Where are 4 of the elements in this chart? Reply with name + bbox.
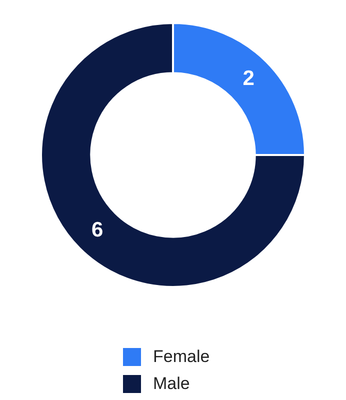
- legend-label: Female: [153, 346, 210, 366]
- data-label: 2: [242, 67, 254, 90]
- legend-label: Male: [153, 374, 190, 394]
- data-label: 6: [92, 218, 104, 242]
